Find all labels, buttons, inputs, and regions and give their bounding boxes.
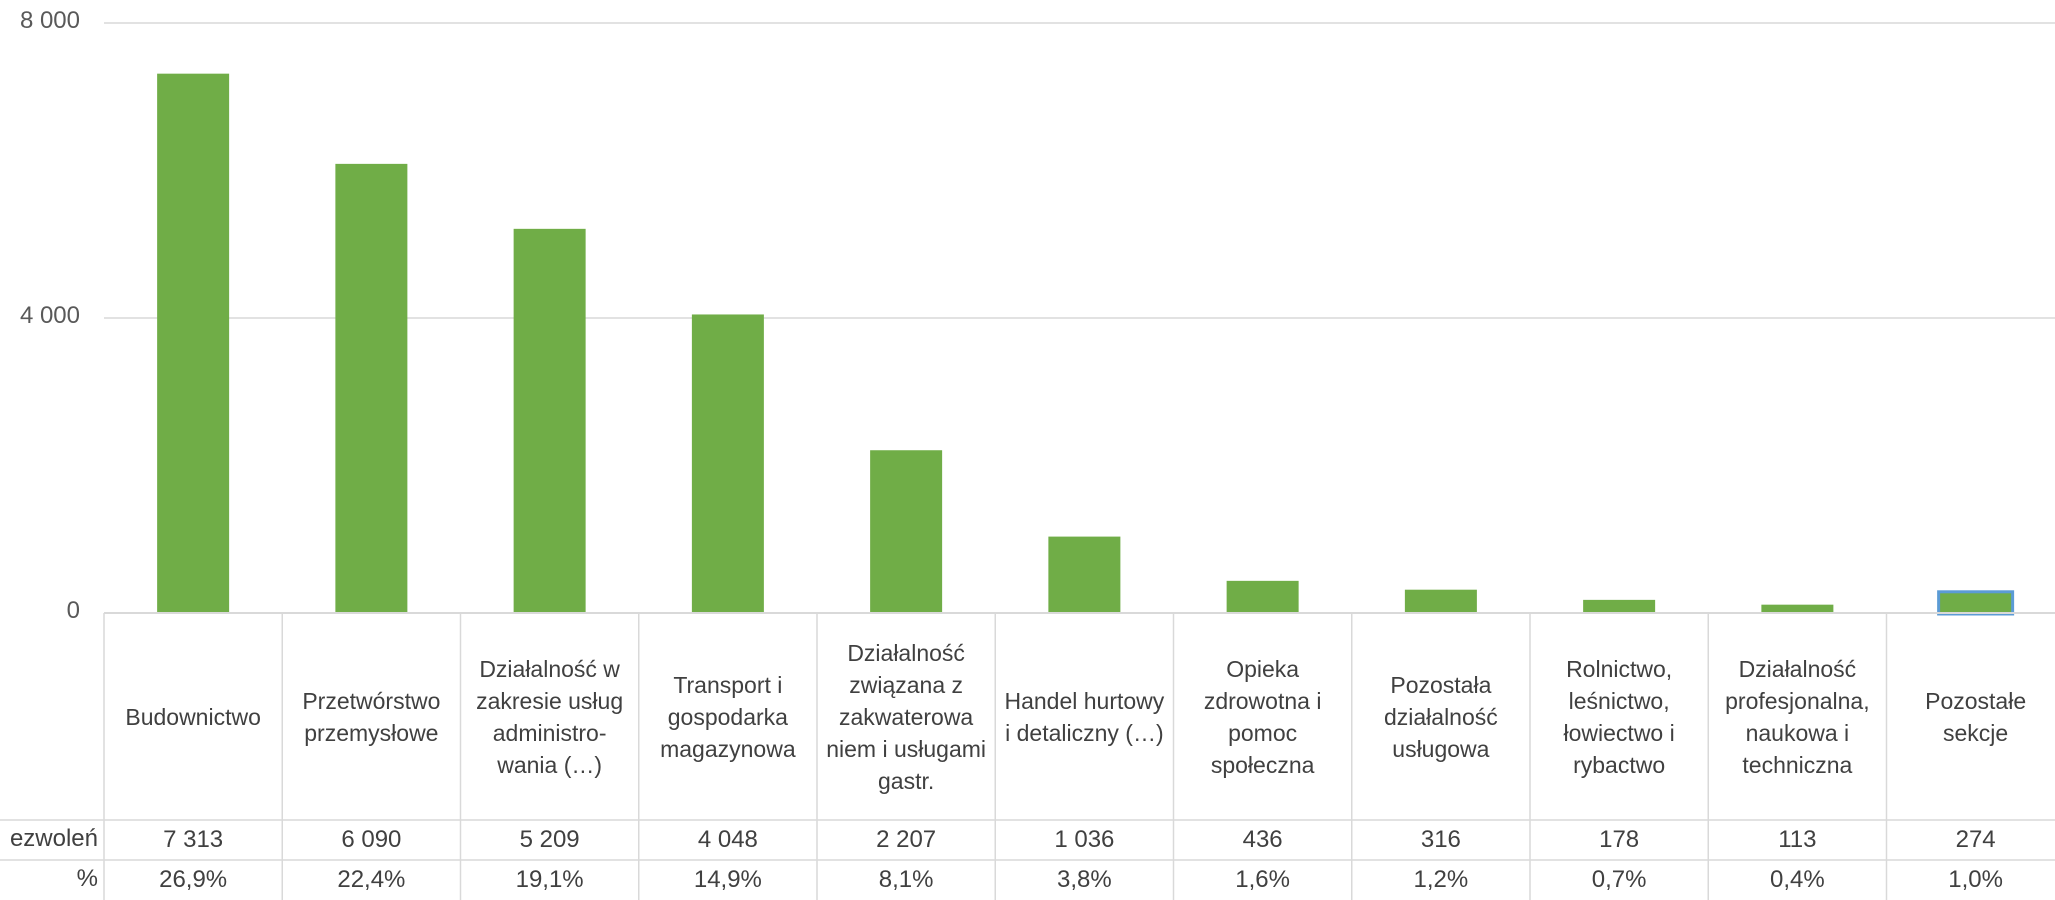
table-cell: 274 bbox=[1955, 826, 1996, 853]
table-cell: 2 207 bbox=[876, 826, 937, 853]
bar[interactable] bbox=[1583, 599, 1656, 613]
category-label: Przetwórstwo przemysłowe bbox=[302, 687, 441, 746]
bar[interactable] bbox=[870, 450, 943, 613]
bar[interactable] bbox=[1048, 536, 1121, 613]
table-cell: 19,1% bbox=[515, 866, 584, 893]
table-cell: 8,1% bbox=[878, 866, 934, 893]
bar[interactable] bbox=[513, 228, 586, 613]
y-tick-label: 4 000 bbox=[19, 302, 80, 329]
table-cell: 1,6% bbox=[1235, 866, 1290, 893]
category-label: Transport i gospodarka magazynowa bbox=[660, 671, 796, 762]
category-label: Pozostałe sekcje bbox=[1925, 687, 2027, 746]
table-cell: 5 209 bbox=[519, 826, 580, 853]
table-cell: 4 048 bbox=[697, 826, 758, 853]
category-label: Rolnictwo, leśnictwo, łowiectwo i rybact… bbox=[1563, 655, 1675, 778]
table-cell: 436 bbox=[1242, 826, 1283, 853]
table-cell: 113 bbox=[1778, 826, 1817, 853]
table-cell: 7 313 bbox=[163, 826, 224, 853]
bar[interactable] bbox=[157, 73, 230, 613]
category-label: Pozostała działalność usługowa bbox=[1383, 671, 1498, 762]
table-cell: 178 bbox=[1599, 826, 1640, 853]
category-label: Działalność związana z zakwaterowa niem … bbox=[826, 639, 987, 794]
y-tick-label: 0 bbox=[66, 597, 80, 624]
bar[interactable] bbox=[1404, 589, 1477, 613]
table-cell: 6 090 bbox=[341, 826, 402, 853]
category-label: Działalność w zakresie usług administro-… bbox=[476, 655, 624, 778]
table-row-label: ezwoleń bbox=[9, 825, 98, 852]
table-row-label: % bbox=[76, 865, 98, 892]
table-cell: 3,8% bbox=[1057, 866, 1112, 893]
table-cell: 1 036 bbox=[1054, 826, 1115, 853]
category-label: Budownictwo bbox=[125, 703, 261, 730]
bar[interactable] bbox=[1939, 592, 2012, 613]
table-cell: 1,2% bbox=[1413, 866, 1469, 893]
bar[interactable] bbox=[691, 314, 764, 613]
category-label: Działalność profesjonalna, naukowa i tec… bbox=[1725, 655, 1870, 778]
category-label: Handel hurtowy i detaliczny (…) bbox=[1004, 687, 1165, 746]
table-cell: 0,7% bbox=[1591, 866, 1647, 893]
table-cell: 316 bbox=[1420, 826, 1461, 853]
category-label: Opieka zdrowotna i pomoc społeczna bbox=[1203, 655, 1322, 778]
table-cell: 26,9% bbox=[159, 866, 228, 893]
bar[interactable] bbox=[1226, 580, 1299, 613]
table-cell: 1,0% bbox=[1948, 866, 2003, 893]
table-cell: 0,4% bbox=[1770, 866, 1825, 893]
table-cell: 14,9% bbox=[693, 866, 762, 893]
bar[interactable] bbox=[335, 163, 408, 614]
y-tick-label: 8 000 bbox=[19, 7, 80, 34]
bar[interactable] bbox=[1761, 604, 1834, 613]
table-cell: 22,4% bbox=[337, 866, 406, 893]
